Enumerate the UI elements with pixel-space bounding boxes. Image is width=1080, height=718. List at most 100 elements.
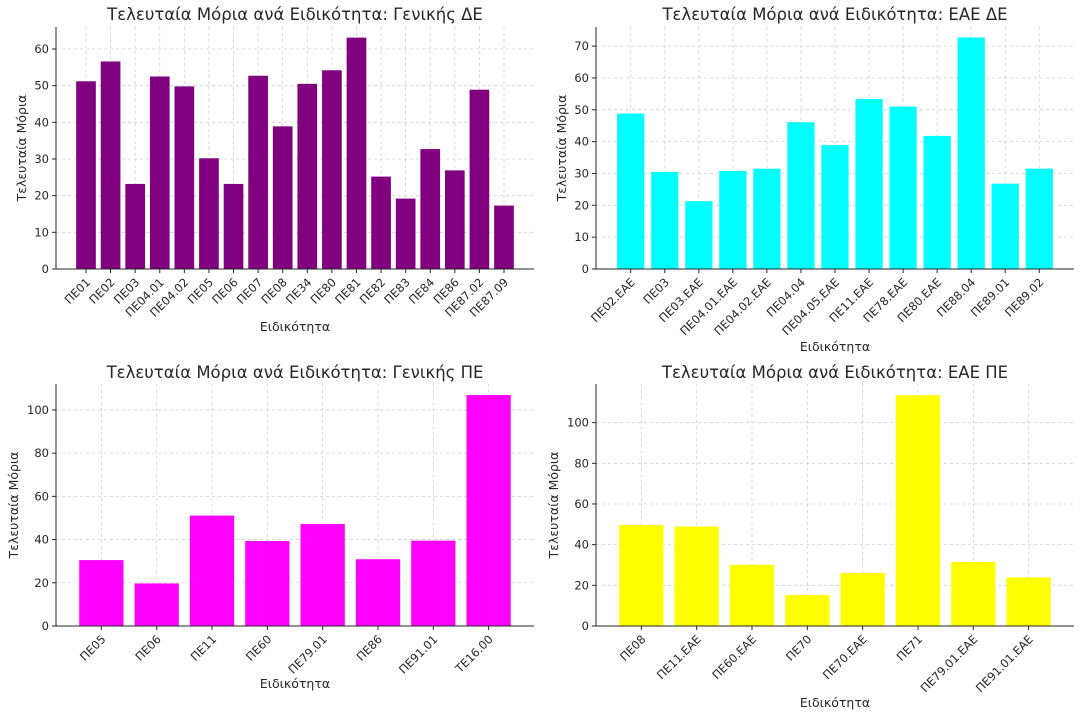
y-axis-label: Τελευταία Μόρια: [6, 452, 21, 560]
x-tick-label: ΠΕ03: [640, 275, 671, 306]
y-tick-label: 10: [34, 225, 49, 239]
chart-title: Τελευταία Μόρια ανά Ειδικότητα: ΕΑΕ ΠΕ: [661, 363, 1008, 382]
y-axis-label: Τελευταία Μόρια: [554, 95, 569, 203]
x-tick-label: ΠΕ70: [783, 632, 814, 663]
bar-ΠΕ86: [355, 559, 401, 626]
bar-ΠΕ89.02: [1025, 168, 1053, 269]
bar-ΠΕ84: [420, 149, 441, 269]
bar-ΠΕ60.ΕΑΕ: [729, 564, 775, 626]
y-tick-label: 30: [34, 152, 49, 166]
bar-ΠΕ02: [100, 61, 121, 269]
bar-ΠΕ07: [248, 75, 268, 270]
bar-ΠΕ06: [223, 183, 244, 269]
bar-ΠΕ05: [79, 560, 124, 626]
bar-ΠΕ04.01.ΕΑΕ: [719, 170, 747, 269]
x-tick-label: ΠΕ05: [185, 275, 216, 306]
x-tick-label: ΠΕ60.ΕΑΕ: [709, 632, 759, 682]
x-tick-label: ΠΕ80: [308, 275, 339, 306]
bar-ΠΕ79.01: [300, 524, 345, 626]
bar-ΠΕ05: [199, 158, 219, 269]
bar-ΠΕ04.04: [787, 122, 815, 270]
x-tick-label: ΠΕ02: [86, 275, 117, 306]
x-tick-label: ΠΕ05: [77, 632, 108, 663]
y-axis-label: Τελευταία Μόρια: [14, 95, 29, 203]
chart-title: Τελευταία Μόρια ανά Ειδικότητα: Γενικής …: [106, 5, 483, 24]
x-tick-label: ΠΕ81: [332, 275, 363, 306]
x-tick-label: ΠΕ34: [283, 275, 314, 306]
bar-ΠΕ82: [371, 176, 391, 269]
y-tick-label: 60: [34, 489, 49, 503]
y-tick-label: 20: [574, 578, 589, 592]
chart-panel-4: 0 20 40 60 80 100 ΠΕ08 ΠΕ11.ΕΑΕ ΠΕ60.ΕΑΕ ΠΕ70 ΠΕ70…: [546, 363, 1074, 710]
x-tick-label: ΠΕ71: [894, 632, 925, 663]
chart-panel-3: 0 20 40 60 80 100 ΠΕ05 ΠΕ06 ΠΕ11 ΠΕ60 ΠΕ79.01 ΠΕ86 Π…: [6, 363, 534, 691]
bar-ΠΕ06: [134, 583, 179, 626]
bar-ΠΕ11: [189, 515, 235, 626]
bar-ΠΕ91.01: [411, 540, 456, 626]
bar-ΠΕ88.04: [957, 37, 985, 269]
y-axis-label: Τελευταία Μόρια: [546, 452, 561, 560]
bar-ΠΕ80: [322, 70, 342, 270]
bar-ΠΕ02.ΕΑΕ: [617, 113, 645, 269]
x-tick-label: ΠΕ08: [617, 632, 648, 663]
y-tick-label: 0: [42, 619, 49, 633]
bar-ΠΕ34: [297, 83, 318, 269]
y-tick-label: 70: [574, 39, 589, 53]
x-tick-label: ΠΕ79.01.ΕΑΕ: [918, 632, 981, 695]
y-tick-label: 60: [574, 497, 589, 511]
bar-ΠΕ80.ΕΑΕ: [923, 135, 951, 269]
bar-ΠΕ03: [125, 183, 146, 269]
bar-ΠΕ08: [619, 524, 664, 626]
bar-ΠΕ86: [444, 170, 465, 269]
x-axis-label: Ειδικότητα: [260, 676, 330, 691]
x-tick-label: ΠΕ91.01: [396, 632, 440, 676]
y-tick-label: 0: [582, 619, 589, 633]
bar-ΠΕ81: [346, 37, 367, 270]
bar-ΠΕ70.ΕΑΕ: [840, 572, 885, 626]
bar-ΠΕ60: [245, 541, 290, 626]
chart-title: Τελευταία Μόρια ανά Ειδικότητα: ΕΑΕ ΔΕ: [661, 5, 1007, 24]
bar-ΠΕ89.01: [991, 183, 1019, 269]
bar-ΠΕ71: [895, 395, 941, 626]
x-tick-label: ΠΕ84: [406, 275, 437, 306]
x-axis-label: Ειδικότητα: [800, 695, 870, 710]
y-tick-label: 40: [34, 533, 49, 547]
x-tick-label: ΠΕ11.ΕΑΕ: [654, 632, 704, 682]
bar-ΠΕ79.01.ΕΑΕ: [951, 561, 996, 626]
bar-ΤΕ16.00: [466, 395, 511, 626]
y-tick-label: 60: [34, 42, 49, 56]
y-tick-label: 10: [574, 230, 589, 244]
bar-ΠΕ87.02: [469, 89, 490, 269]
y-tick-label: 40: [574, 135, 589, 149]
y-tick-label: 80: [34, 446, 49, 460]
x-tick-label: ΠΕ79.01: [285, 632, 329, 676]
bar-ΠΕ04.02.ΕΑΕ: [753, 168, 781, 269]
y-tick-label: 0: [582, 262, 589, 276]
x-axis-label: Ειδικότητα: [260, 319, 330, 334]
x-tick-label: ΠΕ02.ΕΑΕ: [588, 275, 638, 325]
y-tick-label: 100: [27, 403, 49, 417]
y-tick-label: 60: [574, 71, 589, 85]
x-tick-label: ΠΕ86: [354, 632, 385, 663]
y-tick-label: 80: [574, 456, 589, 470]
y-tick-label: 40: [34, 115, 49, 129]
bar-ΠΕ04.02: [174, 86, 195, 270]
bar-ΠΕ03: [651, 171, 679, 269]
x-tick-label: ΠΕ11: [188, 632, 219, 663]
chart-title: Τελευταία Μόρια ανά Ειδικότητα: Γενικής …: [106, 363, 484, 382]
x-tick-label: ΠΕ60: [243, 632, 274, 663]
x-tick-label: ΤΕ16.00: [452, 632, 496, 676]
bar-ΠΕ08: [272, 126, 293, 269]
bar-ΠΕ83: [395, 198, 416, 269]
y-tick-label: 0: [42, 262, 49, 276]
bar-ΠΕ91.01.ΕΑΕ: [1006, 577, 1051, 626]
bar-ΠΕ11.ΕΑΕ: [855, 98, 883, 269]
x-tick-label: ΠΕ06: [209, 275, 240, 306]
x-tick-label: ΠΕ06: [132, 632, 163, 663]
x-tick-label: ΠΕ83: [381, 275, 412, 306]
x-tick-label: ΠΕ82: [357, 275, 388, 306]
bar-ΠΕ78.ΕΑΕ: [889, 106, 917, 270]
x-tick-label: ΠΕ70.ΕΑΕ: [820, 632, 870, 682]
